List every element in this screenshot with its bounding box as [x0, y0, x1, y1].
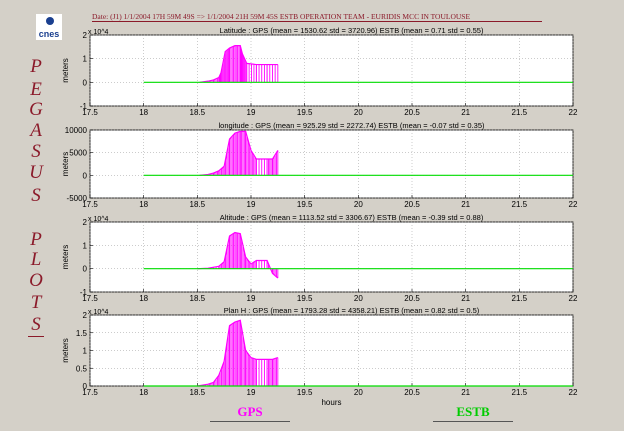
y-tick-label: 0	[83, 265, 88, 274]
plot-area	[89, 129, 574, 199]
chart-title: Altitude : GPS (mean = 1113.52 std = 330…	[220, 213, 484, 222]
y-tick-label: 2	[83, 31, 88, 40]
y-tick-label: 5000	[69, 149, 87, 158]
y-tick-label: 10000	[65, 126, 88, 135]
x-tick-label: 19	[247, 200, 256, 209]
y-tick-label: 1	[83, 347, 88, 356]
y-axis-label: meters	[61, 58, 70, 82]
y-tick-label: 0.5	[76, 364, 88, 373]
x-tick-label: 21.5	[512, 200, 528, 209]
x-tick-label: 21	[461, 388, 470, 397]
header-text: Date: (J1) 1/1/2004 17H 59M 49S => 1/1/2…	[92, 12, 542, 22]
x-tick-label: 18	[139, 200, 148, 209]
x-tick-label: 19.5	[297, 108, 313, 117]
x-tick-label: 22	[569, 108, 578, 117]
x-tick-label: 18.5	[190, 294, 206, 303]
side-title-letter: L	[30, 249, 42, 270]
legend-estb: ESTB	[456, 404, 490, 419]
y-tick-label: 0	[83, 171, 88, 180]
side-title-letter: U	[29, 162, 43, 183]
x-tick-label: 19.5	[297, 200, 313, 209]
axis-exponent: x 10^4	[88, 216, 109, 223]
chart-title: Plan H : GPS (mean = 1793.28 std = 4358.…	[224, 306, 480, 315]
gps-series-line	[197, 319, 279, 387]
axis-exponent: x 10^4	[88, 309, 109, 316]
x-tick-label: 20	[354, 108, 363, 117]
cnes-logo: cnes	[36, 14, 62, 40]
x-tick-label: 19	[247, 294, 256, 303]
y-tick-label: 2	[83, 311, 88, 320]
x-tick-label: 19.5	[297, 294, 313, 303]
x-tick-label: 20	[354, 200, 363, 209]
x-tick-label: 21	[461, 108, 470, 117]
side-title-letter: A	[30, 120, 42, 141]
y-tick-label: 1.5	[76, 329, 88, 338]
axis-exponent: x 10^4	[88, 29, 109, 36]
x-tick-label: 17.5	[82, 388, 98, 397]
x-tick-label: 20.5	[404, 388, 420, 397]
plot-area	[89, 221, 574, 293]
x-tick-label: 18.5	[190, 388, 206, 397]
x-tick-label: 21.5	[512, 388, 528, 397]
x-tick-label: 20.5	[404, 294, 420, 303]
side-title-letter: S	[31, 141, 41, 162]
side-title-letter: P	[30, 229, 42, 250]
svg-text:cnes: cnes	[39, 29, 60, 39]
x-tick-label: 20	[354, 294, 363, 303]
y-tick-label: -1	[80, 288, 88, 297]
side-title-letter: E	[30, 79, 42, 100]
x-tick-label: 22	[569, 294, 578, 303]
x-tick-label: 18	[139, 294, 148, 303]
x-tick-label: 21	[461, 200, 470, 209]
side-title-letter: G	[29, 99, 43, 120]
x-tick-label: 22	[569, 200, 578, 209]
x-tick-label: 18.5	[190, 200, 206, 209]
chart-title: Latitude : GPS (mean = 1530.62 std = 372…	[220, 26, 484, 35]
y-tick-label: 0	[83, 382, 88, 391]
x-tick-label: 21.5	[512, 108, 528, 117]
side-title-letter: T	[30, 292, 42, 313]
x-tick-label: 17.5	[82, 200, 98, 209]
gps-series-line	[199, 45, 278, 83]
x-tick-label: 21.5	[512, 294, 528, 303]
gps-series-line	[197, 231, 279, 279]
side-title-letter: O	[29, 270, 43, 291]
y-tick-label: 2	[83, 218, 88, 227]
plot-area	[89, 34, 574, 107]
side-title-underline	[28, 336, 44, 337]
legend-estb-underline	[433, 421, 513, 422]
x-tick-label: 20	[354, 388, 363, 397]
y-tick-label: 1	[83, 241, 88, 250]
x-axis-label: hours	[321, 398, 341, 407]
y-tick-label: -5000	[67, 194, 88, 203]
y-axis-label: meters	[61, 338, 70, 362]
x-tick-label: 20.5	[404, 200, 420, 209]
x-tick-label: 18	[139, 388, 148, 397]
y-tick-label: -1	[80, 102, 88, 111]
chart-title: longitude : GPS (mean = 925.29 std = 227…	[219, 121, 485, 130]
gps-series-line	[199, 130, 279, 176]
x-tick-label: 19	[247, 388, 256, 397]
y-axis-label: meters	[61, 245, 70, 269]
x-tick-label: 19.5	[297, 388, 313, 397]
y-tick-label: 0	[83, 78, 88, 87]
x-tick-label: 20.5	[404, 108, 420, 117]
x-tick-label: 22	[569, 388, 578, 397]
legend-gps-underline	[210, 421, 290, 422]
x-tick-label: 19	[247, 108, 256, 117]
y-axis-label: meters	[61, 152, 70, 176]
legend-gps: GPS	[237, 404, 263, 419]
y-tick-label: 1	[83, 55, 88, 64]
side-title-letter: S	[31, 314, 41, 335]
x-tick-label: 21	[461, 294, 470, 303]
x-tick-label: 17.5	[82, 108, 98, 117]
x-tick-label: 18	[139, 108, 148, 117]
side-title-letter: P	[30, 56, 42, 77]
side-title-letter: S	[31, 185, 41, 206]
x-tick-label: 18.5	[190, 108, 206, 117]
x-tick-label: 17.5	[82, 294, 98, 303]
